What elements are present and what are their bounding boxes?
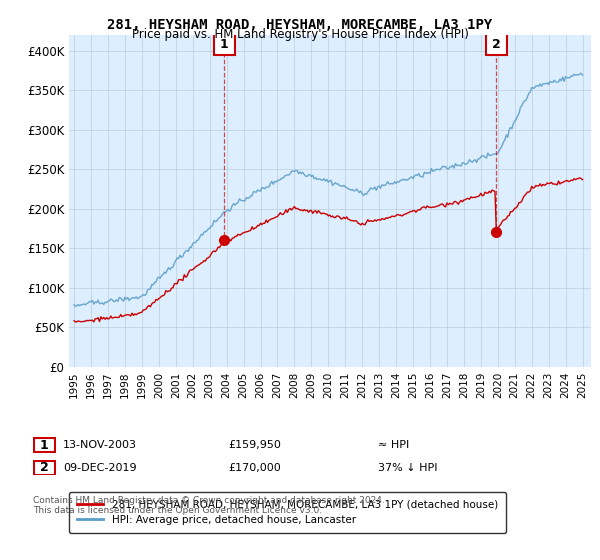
Text: Price paid vs. HM Land Registry's House Price Index (HPI): Price paid vs. HM Land Registry's House … bbox=[131, 28, 469, 41]
FancyBboxPatch shape bbox=[214, 33, 235, 55]
FancyBboxPatch shape bbox=[34, 460, 55, 475]
Text: 09-DEC-2019: 09-DEC-2019 bbox=[63, 463, 137, 473]
Text: 2: 2 bbox=[40, 461, 49, 474]
Text: 13-NOV-2003: 13-NOV-2003 bbox=[63, 440, 137, 450]
FancyBboxPatch shape bbox=[486, 33, 506, 55]
Text: 2: 2 bbox=[492, 38, 501, 51]
Text: ≈ HPI: ≈ HPI bbox=[378, 440, 409, 450]
Text: £159,950: £159,950 bbox=[228, 440, 281, 450]
FancyBboxPatch shape bbox=[34, 438, 55, 452]
Text: 37% ↓ HPI: 37% ↓ HPI bbox=[378, 463, 437, 473]
Text: 281, HEYSHAM ROAD, HEYSHAM, MORECAMBE, LA3 1PY: 281, HEYSHAM ROAD, HEYSHAM, MORECAMBE, L… bbox=[107, 18, 493, 32]
Text: £170,000: £170,000 bbox=[228, 463, 281, 473]
Text: 1: 1 bbox=[220, 38, 229, 51]
Text: 1: 1 bbox=[40, 438, 49, 452]
Text: Contains HM Land Registry data © Crown copyright and database right 2024.
This d: Contains HM Land Registry data © Crown c… bbox=[33, 496, 385, 515]
Legend: 281, HEYSHAM ROAD, HEYSHAM, MORECAMBE, LA3 1PY (detached house), HPI: Average pr: 281, HEYSHAM ROAD, HEYSHAM, MORECAMBE, L… bbox=[69, 492, 506, 534]
